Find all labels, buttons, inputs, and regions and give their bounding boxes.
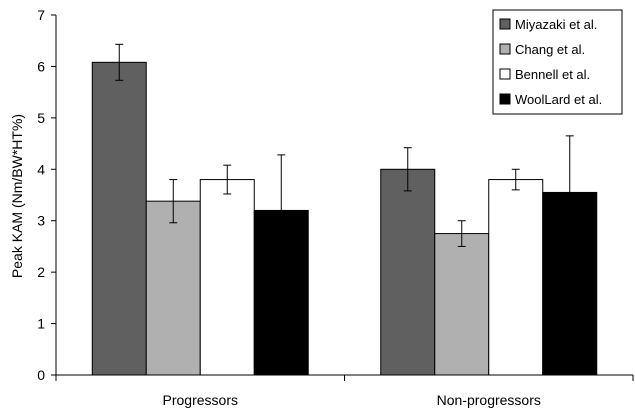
error-bar [115, 43, 124, 81]
error-bars [115, 43, 574, 267]
legend: Miyazaki et al. Chang et al. Bennell et al… [492, 9, 623, 115]
legend-swatch [499, 18, 511, 30]
bar [199, 179, 255, 376]
error-bar [565, 135, 574, 250]
legend-label: Bennell et al. [515, 67, 590, 82]
error-bar [277, 154, 286, 267]
legend-label: Miyazaki et al. [515, 17, 597, 32]
legend-item: Bennell et al. [499, 67, 590, 82]
error-bar [511, 168, 520, 191]
legend-item: Chang et al. [499, 42, 585, 57]
bar [91, 61, 147, 376]
bar [380, 168, 436, 376]
legend-box [492, 9, 623, 115]
x-category-label: Progressors [163, 392, 238, 408]
y-tick-label: 5 [37, 110, 45, 126]
y-tick-label: 2 [37, 264, 45, 280]
y-axis-title: Peak KAM (Nm/BW*HT%) [9, 114, 25, 278]
y-tick-label: 3 [37, 213, 45, 229]
legend-item: Miyazaki et al. [499, 17, 597, 32]
legend-swatch [499, 93, 511, 105]
legend-item: WoolLard et al. [499, 92, 602, 107]
legend-swatch [499, 68, 511, 80]
y-axis: 0 1 2 3 4 5 6 7 [37, 7, 57, 383]
legend-label: WoolLard et al. [515, 92, 602, 107]
error-bar [223, 164, 232, 195]
error-bar [457, 220, 466, 247]
y-tick-label: 7 [37, 7, 45, 23]
bars [91, 61, 598, 376]
y-tick-label: 1 [37, 316, 45, 332]
x-axis: Progressors Non-progressors [55, 374, 634, 408]
error-bar [403, 147, 412, 192]
bar [434, 233, 490, 376]
legend-swatch [499, 43, 511, 55]
x-category-label: Non-progressors [437, 392, 541, 408]
y-tick-label: 4 [37, 161, 45, 177]
error-bar [169, 179, 178, 224]
legend-label: Chang et al. [515, 42, 585, 57]
y-tick-label: 0 [37, 367, 45, 383]
bar [145, 200, 201, 376]
bar [488, 179, 544, 376]
y-tick-label: 6 [37, 58, 45, 74]
